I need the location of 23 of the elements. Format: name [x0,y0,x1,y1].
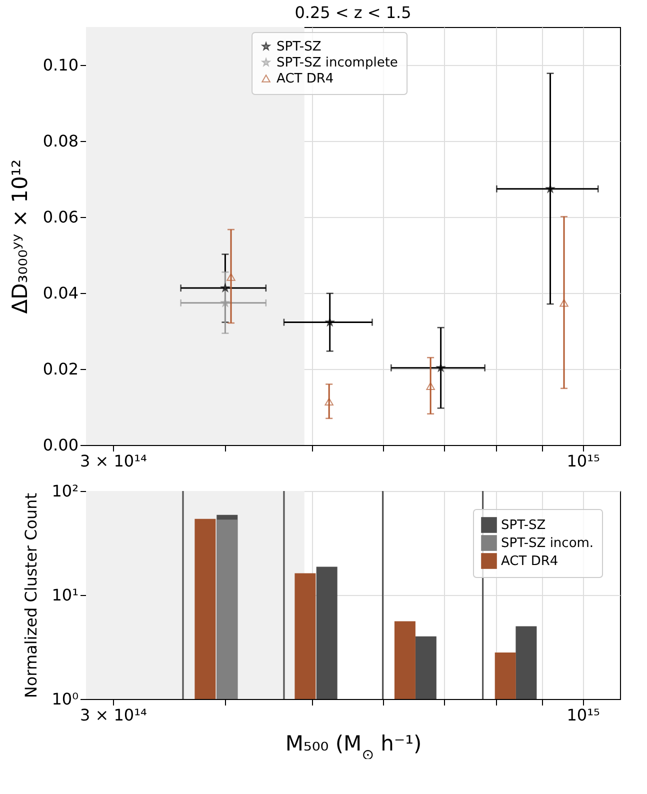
legend-label: SPT-SZ [276,40,322,54]
legend-label: ACT DR4 [276,72,334,86]
y-axis-title: Normalized Cluster Count [22,492,41,698]
legend-label: ACT DR4 [501,554,558,569]
x-axis-title: M₅₀₀ (M$_{⊙}$ h⁻¹) [285,732,422,763]
y-tick-label: 0.00 [42,436,78,454]
y-tick-label: 0.08 [42,132,78,150]
legend-label: SPT-SZ incom. [501,536,594,551]
y-tick-label: 0.10 [42,56,78,74]
chart-title: 0.25 < z < 1.5 [294,3,412,22]
y-tick-label: 10² [52,482,78,500]
y-axis-title: ΔD₃₀₀₀ʸʸ × 10¹² [8,159,32,314]
legend-label: SPT-SZ [501,518,546,533]
y-tick-label: 0.04 [42,284,78,302]
legend-label: SPT-SZ incomplete [276,56,398,70]
y-tick-label: 10¹ [52,586,78,604]
y-tick-label: 10⁰ [52,690,78,708]
y-tick-label: 0.06 [42,208,78,226]
x-tick-label: 3 × 10¹⁴ [80,706,147,724]
x-tick-label: 10¹⁵ [566,452,600,470]
y-tick-label: 0.02 [42,360,78,378]
x-tick-label: 3 × 10¹⁴ [80,452,147,470]
x-tick-label: 10¹⁵ [566,706,600,724]
